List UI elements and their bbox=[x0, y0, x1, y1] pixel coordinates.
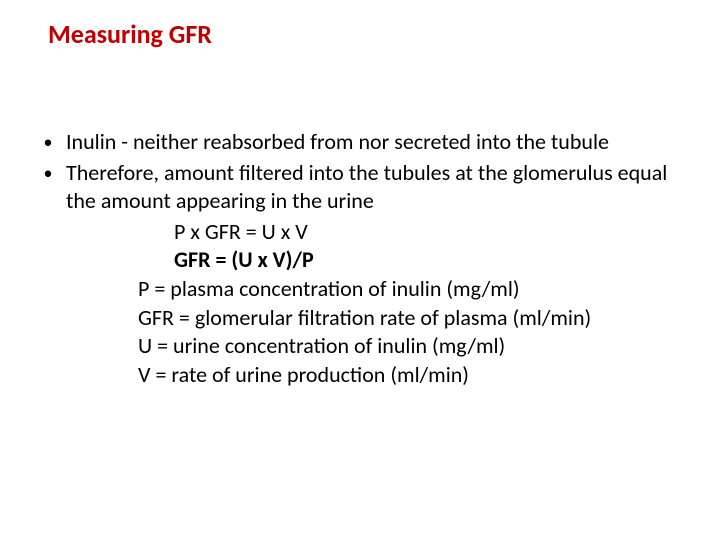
slide-content: • Inulin - neither reabsorbed from nor s… bbox=[30, 128, 690, 389]
equation-line-bold: GFR = (U x V)/P bbox=[30, 246, 690, 275]
definition-line: V = rate of urine production (ml/min) bbox=[30, 361, 690, 390]
bullet-item: • Inulin - neither reabsorbed from nor s… bbox=[30, 128, 690, 157]
bullet-text: Therefore, amount filtered into the tubu… bbox=[66, 159, 690, 216]
definition-line: P = plasma concentration of inulin (mg/m… bbox=[30, 275, 690, 304]
bullet-text: Inulin - neither reabsorbed from nor sec… bbox=[66, 128, 690, 157]
bullet-marker: • bbox=[30, 128, 66, 156]
definition-line: GFR = glomerular filtration rate of plas… bbox=[30, 304, 690, 333]
slide-title: Measuring GFR bbox=[48, 18, 212, 50]
equation-line: P x GFR = U x V bbox=[30, 218, 690, 247]
definition-line: U = urine concentration of inulin (mg/ml… bbox=[30, 332, 690, 361]
bullet-item: • Therefore, amount filtered into the tu… bbox=[30, 159, 690, 216]
bullet-marker: • bbox=[30, 159, 66, 187]
